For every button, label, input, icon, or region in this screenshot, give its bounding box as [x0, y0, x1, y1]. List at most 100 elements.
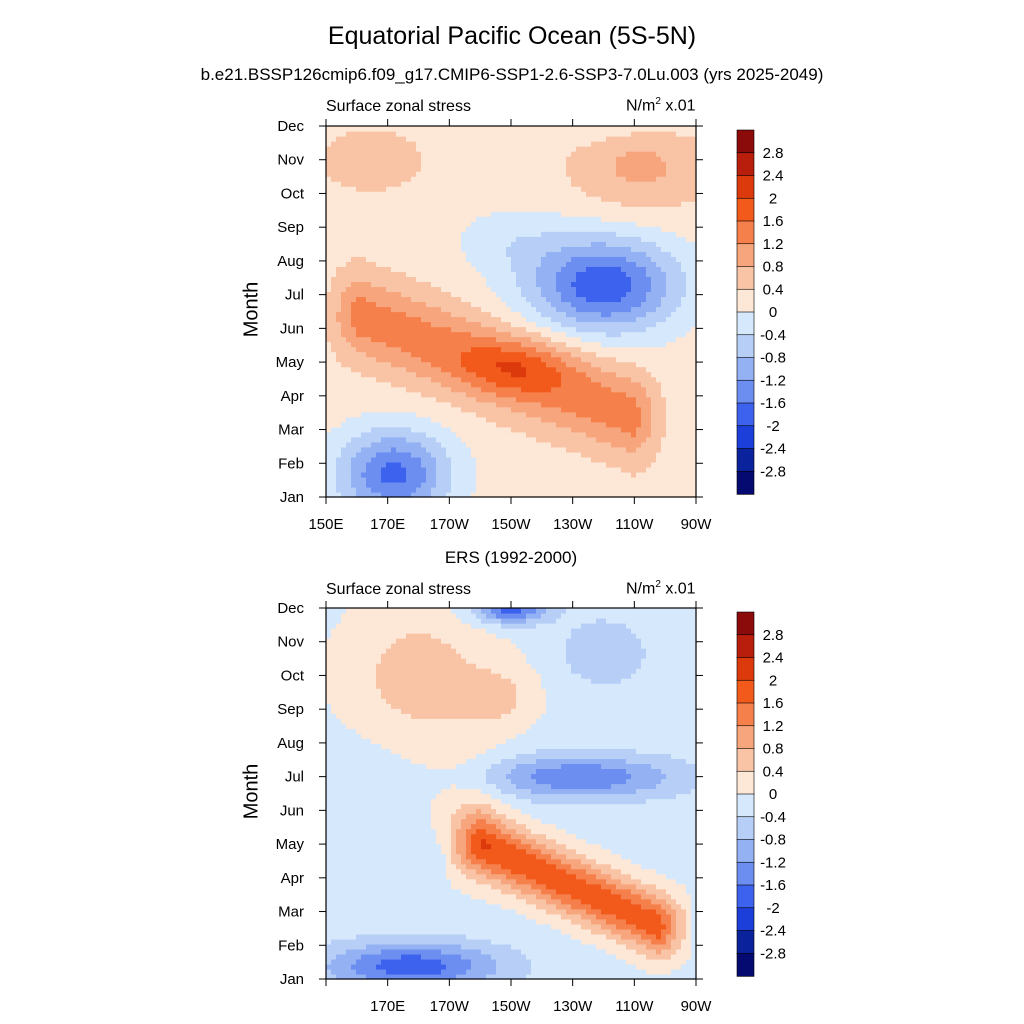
contour-cell	[386, 256, 392, 262]
contour-cell	[616, 491, 622, 498]
contour-cell	[561, 196, 567, 202]
contour-cell	[416, 246, 422, 252]
contour-cell	[396, 261, 402, 267]
contour-cell	[501, 411, 507, 418]
contour-cell	[651, 426, 657, 433]
contour-cell	[336, 321, 342, 328]
contour-cell	[446, 256, 452, 262]
contour-cell	[556, 206, 562, 212]
contour-cell	[336, 311, 342, 318]
contour-cell	[336, 436, 342, 443]
contour-cell	[601, 451, 607, 458]
contour-cell	[616, 181, 622, 187]
contour-cell	[366, 416, 372, 423]
contour-cell	[436, 141, 442, 147]
contour-cell	[606, 471, 612, 478]
contour-cell	[611, 381, 617, 388]
contour-cell	[491, 436, 497, 443]
contour-cell	[466, 481, 472, 488]
contour-cell	[521, 316, 527, 323]
contour-cell	[441, 366, 447, 373]
contour-cell	[616, 481, 622, 488]
contour-cell	[416, 261, 422, 267]
contour-cell	[521, 151, 527, 157]
contour-cell	[511, 206, 517, 212]
contour-cell	[511, 286, 517, 293]
contour-cell	[516, 166, 522, 172]
contour-cell	[416, 156, 422, 162]
contour-cell	[346, 476, 352, 483]
contour-cell	[416, 146, 422, 152]
contour-cell	[586, 456, 592, 463]
contour-cell	[506, 216, 512, 222]
contour-cell	[416, 196, 422, 202]
contour-cell	[656, 481, 662, 488]
contour-cell	[341, 291, 347, 298]
contour-cell	[491, 201, 497, 207]
contour-cell	[626, 456, 632, 463]
contour-cell	[411, 381, 417, 388]
contour-cell	[596, 221, 602, 227]
contour-cell	[571, 306, 577, 313]
contour-cell	[416, 336, 422, 343]
contour-cell	[471, 371, 477, 378]
contour-cell	[351, 341, 357, 348]
contour-cell	[441, 396, 447, 403]
contour-cell	[361, 461, 367, 468]
contour-cell	[466, 396, 472, 403]
contour-cell	[556, 376, 562, 383]
contour-cell	[381, 471, 387, 478]
contour-cell	[576, 216, 582, 222]
contour-cell	[371, 181, 377, 187]
contour-cell	[456, 231, 462, 237]
contour-cell	[541, 321, 547, 328]
contour-cell	[331, 481, 337, 488]
contour-cell	[586, 416, 592, 423]
contour-cell	[616, 326, 622, 333]
contour-cell	[416, 306, 422, 313]
contour-cell	[411, 136, 417, 142]
contour-cell	[481, 276, 487, 283]
contour-cell	[401, 136, 407, 142]
contour-cell	[376, 466, 382, 473]
contour-cell	[416, 191, 422, 197]
contour-cell	[341, 396, 347, 403]
contour-cell	[606, 136, 612, 142]
contour-cell	[601, 411, 607, 418]
contour-cell	[356, 466, 362, 473]
contour-cell	[611, 411, 617, 418]
contour-cell	[631, 436, 637, 443]
contour-cell	[641, 226, 647, 232]
contour-cell	[586, 261, 592, 267]
contour-cell	[491, 426, 497, 433]
contour-cell	[411, 146, 417, 152]
contour-cell	[651, 266, 657, 272]
contour-cell	[461, 381, 467, 388]
contour-cell	[566, 361, 572, 368]
contour-cell	[491, 381, 497, 388]
contour-cell	[536, 216, 542, 222]
contour-cell	[646, 276, 652, 283]
contour-cell	[356, 246, 362, 252]
contour-cell	[661, 451, 667, 458]
contour-cell	[501, 491, 507, 498]
contour-cell	[456, 451, 462, 458]
contour-cell	[546, 186, 552, 192]
contour-cell	[386, 401, 392, 408]
contour-cell	[621, 371, 627, 378]
contour-cell	[466, 466, 472, 473]
contour-cell	[441, 166, 447, 172]
contour-cell	[401, 161, 407, 167]
contour-cell	[526, 361, 532, 368]
contour-cell	[476, 286, 482, 293]
contour-cell	[386, 156, 392, 162]
contour-cell	[626, 211, 632, 217]
contour-cell	[396, 491, 402, 498]
contour-cell	[346, 386, 352, 393]
contour-cell	[431, 341, 437, 348]
contour-cell	[531, 456, 537, 463]
contour-cell	[586, 451, 592, 458]
contour-cell	[421, 216, 427, 222]
contour-cell	[446, 336, 452, 343]
contour-cell	[401, 251, 407, 257]
